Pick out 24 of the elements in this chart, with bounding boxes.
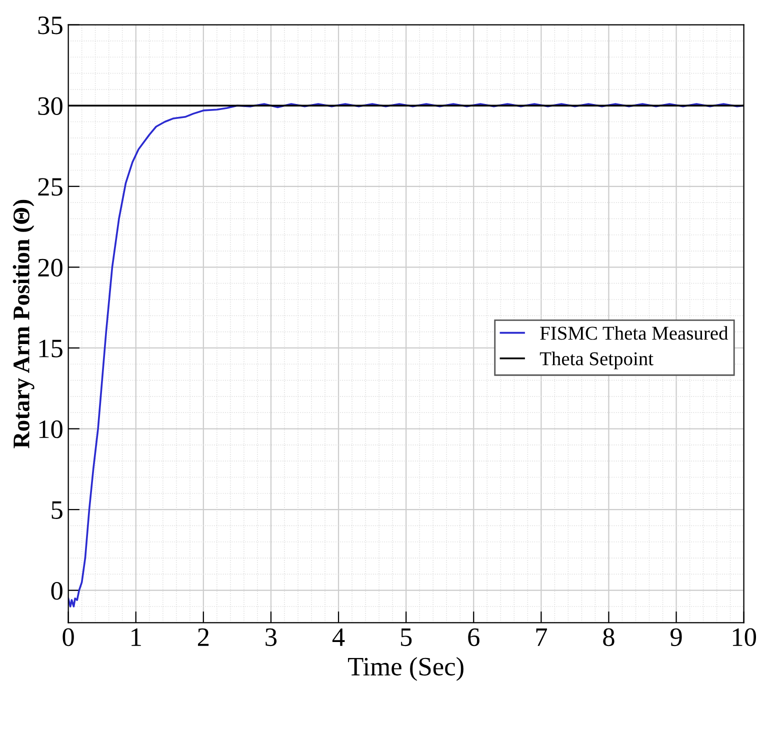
y-tick-label: 0 <box>51 582 62 600</box>
y-tick-label: 35 <box>38 16 62 34</box>
y-tick-label: 20 <box>38 258 62 277</box>
x-tick-label: 8 <box>603 628 614 646</box>
y-tick-label: 15 <box>39 340 62 358</box>
x-tick-label: 6 <box>468 628 480 646</box>
x-tick-label: 0 <box>62 628 74 646</box>
y-tick-label: 10 <box>39 420 62 438</box>
line-series <box>68 103 744 608</box>
y-tick-label: 25 <box>38 178 62 196</box>
y-axis-title: Rotary Arm Position (Θ) <box>12 200 34 448</box>
x-tick-label: 3 <box>266 628 277 646</box>
y-tick-label: 30 <box>38 97 62 116</box>
x-tick-label: 1 <box>132 628 141 646</box>
x-tick-label: 2 <box>198 628 209 646</box>
x-tick-label: 5 <box>401 628 412 646</box>
x-axis-title: Time (Sec) <box>348 657 464 681</box>
y-tick-label: 5 <box>52 501 62 519</box>
x-tick-label: 10 <box>732 628 756 646</box>
legend-label: FISMC Theta Measured <box>540 326 728 340</box>
legend-label: Theta Setpoint <box>540 352 654 370</box>
x-tick-label: 7 <box>536 628 548 646</box>
x-tick-label: 9 <box>670 628 682 646</box>
x-tick-label: 4 <box>332 628 345 646</box>
